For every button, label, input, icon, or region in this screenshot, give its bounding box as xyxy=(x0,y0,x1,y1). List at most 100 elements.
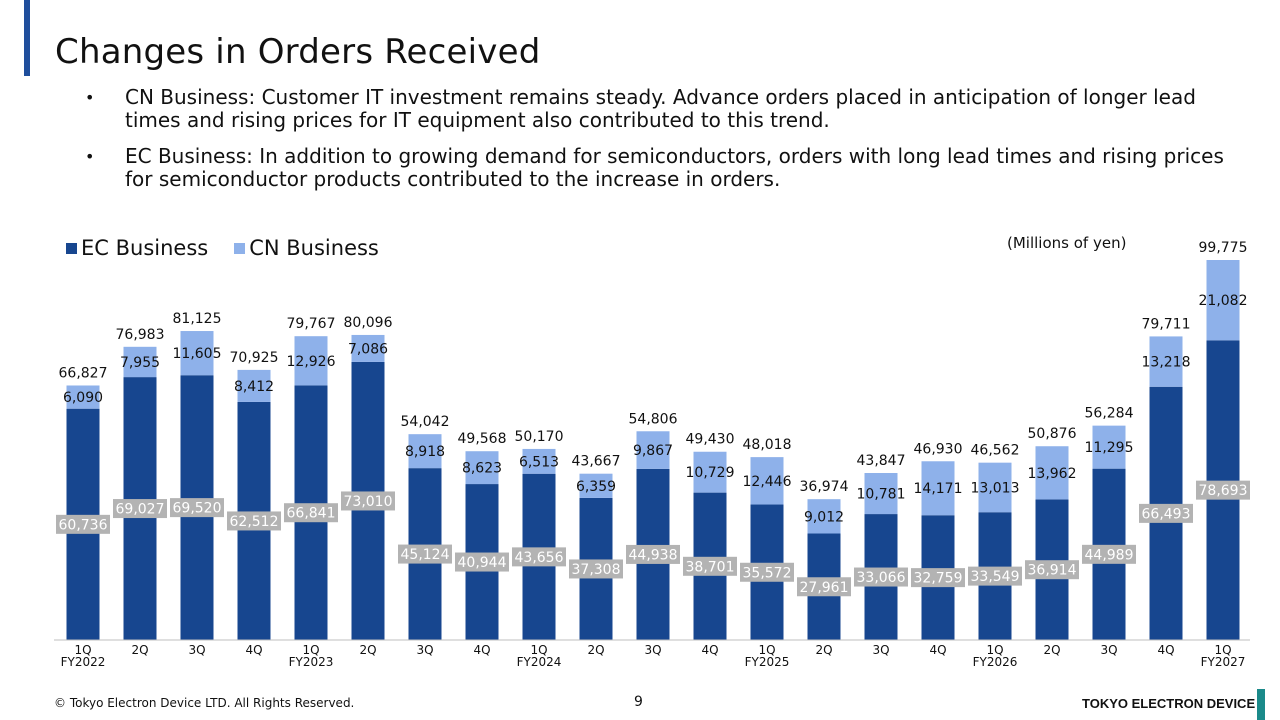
data-label-ec-18-box xyxy=(1082,544,1136,564)
data-label-cn-18: 11,295 xyxy=(1085,440,1134,456)
data-label-total-1: 76,983 xyxy=(116,327,165,343)
page-title: Changes in Orders Received xyxy=(55,32,541,72)
fiscal-year-label-4: FY2026 xyxy=(973,655,1018,669)
fiscal-year-label-2: FY2024 xyxy=(517,655,562,669)
data-label-ec-12-box xyxy=(740,562,794,582)
data-label-ec-8-box xyxy=(512,547,566,567)
bar-cn-3 xyxy=(237,369,271,402)
bar-cn-7 xyxy=(465,451,499,485)
data-label-cn-12: 12,446 xyxy=(743,474,792,490)
x-tick-label-0: 1Q xyxy=(74,643,91,657)
footer-accent-bar xyxy=(1257,689,1265,720)
x-tick-label-2: 3Q xyxy=(188,643,205,657)
data-label-cn-20: 21,082 xyxy=(1199,293,1248,309)
data-label-cn-8: 6,513 xyxy=(519,454,559,470)
x-tick-label-10: 3Q xyxy=(644,643,661,657)
x-tick-label-11: 4Q xyxy=(701,643,718,657)
data-label-cn-17: 13,962 xyxy=(1028,466,1077,482)
data-label-total-10: 54,806 xyxy=(629,411,678,427)
bar-cn-14 xyxy=(864,473,898,515)
company-logo-text: TOKYO ELECTRON DEVICE xyxy=(1082,696,1256,711)
data-label-ec-0-box xyxy=(56,514,110,534)
data-label-cn-11: 10,729 xyxy=(686,465,735,481)
bar-cn-10 xyxy=(636,431,670,469)
x-tick-label-19: 4Q xyxy=(1157,643,1174,657)
x-tick-label-13: 2Q xyxy=(815,643,832,657)
data-label-ec-1: 69,027 xyxy=(116,502,165,518)
data-label-ec-16-box xyxy=(968,566,1022,586)
data-label-ec-14: 33,066 xyxy=(857,570,906,586)
title-accent-bar xyxy=(24,0,30,76)
data-label-cn-15: 14,171 xyxy=(914,481,963,497)
data-label-ec-10-box xyxy=(626,544,680,564)
data-label-total-18: 56,284 xyxy=(1085,406,1134,422)
data-label-ec-14-box xyxy=(854,567,908,587)
data-label-cn-19: 13,218 xyxy=(1142,355,1191,371)
data-label-ec-19: 66,493 xyxy=(1142,506,1191,522)
data-label-ec-0: 60,736 xyxy=(59,517,108,533)
data-label-total-11: 49,430 xyxy=(686,432,735,448)
data-label-ec-20: 78,693 xyxy=(1199,483,1248,499)
data-label-total-5: 80,096 xyxy=(344,315,393,331)
bar-cn-5 xyxy=(351,334,385,362)
bar-cn-6 xyxy=(408,434,442,469)
x-tick-label-20: 1Q xyxy=(1214,643,1231,657)
data-label-cn-16: 13,013 xyxy=(971,480,1020,496)
data-label-ec-17: 36,914 xyxy=(1028,563,1077,579)
data-label-ec-15: 32,759 xyxy=(914,571,963,587)
bar-cn-12 xyxy=(750,457,784,505)
copyright-text: © Tokyo Electron Device LTD. All Rights … xyxy=(54,696,355,710)
data-label-total-0: 66,827 xyxy=(59,365,108,381)
x-tick-label-5: 2Q xyxy=(359,643,376,657)
bar-cn-19 xyxy=(1149,336,1183,387)
x-tick-label-14: 3Q xyxy=(872,643,889,657)
data-label-ec-8: 43,656 xyxy=(515,550,564,566)
data-label-ec-12: 35,572 xyxy=(743,565,792,581)
data-label-ec-6-box xyxy=(398,544,452,564)
data-label-ec-18: 44,989 xyxy=(1085,547,1134,563)
data-label-total-3: 70,925 xyxy=(230,350,279,366)
data-label-total-6: 54,042 xyxy=(401,414,450,430)
data-label-ec-3: 62,512 xyxy=(230,514,279,530)
fiscal-year-label-3: FY2025 xyxy=(745,655,790,669)
data-label-ec-9: 37,308 xyxy=(572,562,621,578)
x-tick-label-17: 2Q xyxy=(1043,643,1060,657)
x-tick-label-16: 1Q xyxy=(986,643,1003,657)
bar-cn-20 xyxy=(1206,260,1240,341)
bar-cn-17 xyxy=(1035,446,1069,500)
legend-label-ec: EC Business xyxy=(81,236,209,260)
bar-cn-16 xyxy=(978,462,1012,513)
data-label-total-2: 81,125 xyxy=(173,311,222,327)
data-label-cn-5: 7,086 xyxy=(348,341,388,357)
bar-cn-11 xyxy=(693,451,727,493)
orders-bar-chart: 60,736 6,090 66,827 1Q 69,027 7,955 76,983 2Q 69… xyxy=(54,240,1250,669)
data-label-ec-2: 69,520 xyxy=(173,501,222,517)
units-label: (Millions of yen) xyxy=(1007,234,1127,252)
bullet-ec-business: EC Business: In addition to growing dema… xyxy=(85,145,1235,191)
data-label-ec-4-box xyxy=(284,503,338,523)
data-label-ec-16: 33,549 xyxy=(971,569,1020,585)
data-label-ec-9-box xyxy=(569,559,623,579)
legend-item-ec: EC Business xyxy=(66,236,208,260)
data-label-cn-9: 6,359 xyxy=(576,479,616,495)
data-label-cn-6: 8,918 xyxy=(405,444,445,460)
data-label-ec-2-box xyxy=(170,498,224,518)
data-label-ec-5-box xyxy=(341,491,395,511)
data-label-total-20: 99,775 xyxy=(1199,240,1248,256)
fiscal-year-label-5: FY2027 xyxy=(1201,655,1246,669)
x-tick-label-12: 1Q xyxy=(758,643,775,657)
bar-cn-13 xyxy=(807,499,841,534)
x-tick-label-9: 2Q xyxy=(587,643,604,657)
x-tick-label-7: 4Q xyxy=(473,643,490,657)
page-number: 9 xyxy=(634,694,643,710)
bar-cn-4 xyxy=(294,336,328,386)
data-label-total-4: 79,767 xyxy=(287,316,336,332)
data-label-ec-13: 27,961 xyxy=(800,580,849,596)
data-label-ec-4: 66,841 xyxy=(287,506,336,522)
data-label-total-12: 48,018 xyxy=(743,437,792,453)
data-label-cn-7: 8,623 xyxy=(462,461,502,477)
bar-cn-9 xyxy=(579,473,613,498)
x-tick-label-8: 1Q xyxy=(530,643,547,657)
x-tick-label-6: 3Q xyxy=(416,643,433,657)
data-label-ec-6: 45,124 xyxy=(401,547,450,563)
